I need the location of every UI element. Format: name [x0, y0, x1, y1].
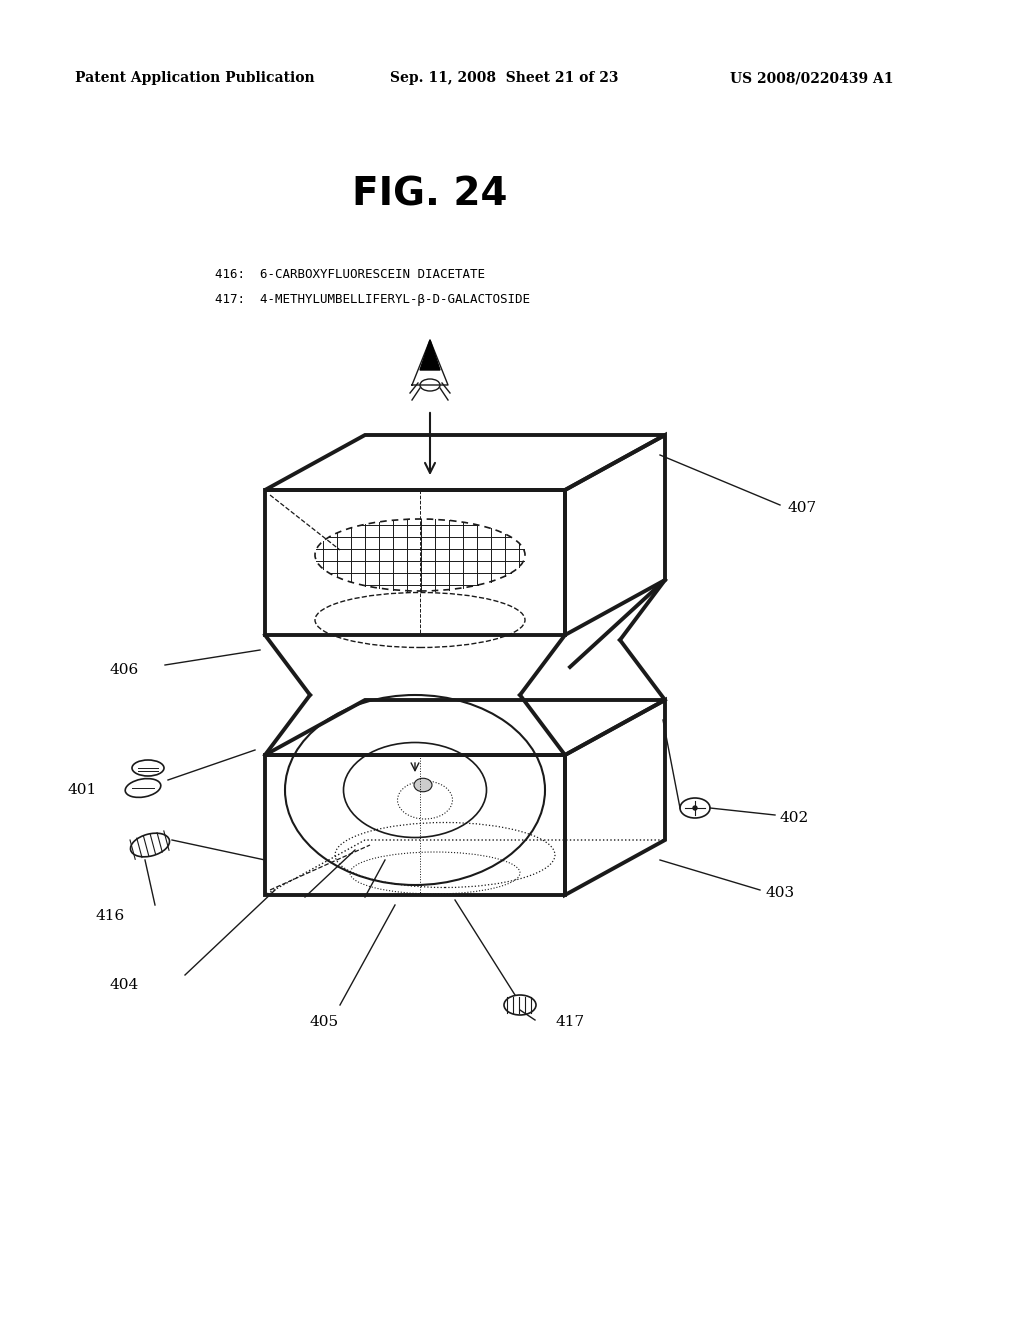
Ellipse shape — [680, 799, 710, 818]
Ellipse shape — [130, 833, 170, 857]
Text: US 2008/0220439 A1: US 2008/0220439 A1 — [730, 71, 894, 84]
Text: 403: 403 — [765, 886, 795, 900]
Text: Patent Application Publication: Patent Application Publication — [75, 71, 314, 84]
Text: 405: 405 — [310, 1015, 339, 1030]
Text: 417: 417 — [555, 1015, 584, 1030]
Polygon shape — [420, 341, 440, 370]
Text: 407: 407 — [788, 502, 817, 515]
Text: 417:  4-METHYLUMBELLIFERYL-β-D-GALACTOSIDE: 417: 4-METHYLUMBELLIFERYL-β-D-GALACTOSID… — [215, 293, 530, 306]
Text: 416:  6-CARBOXYFLUORESCEIN DIACETATE: 416: 6-CARBOXYFLUORESCEIN DIACETATE — [215, 268, 485, 281]
Ellipse shape — [504, 995, 536, 1015]
Text: 404: 404 — [110, 978, 139, 993]
Text: Sep. 11, 2008  Sheet 21 of 23: Sep. 11, 2008 Sheet 21 of 23 — [390, 71, 618, 84]
Ellipse shape — [414, 779, 432, 792]
Text: FIG. 24: FIG. 24 — [352, 176, 508, 214]
Text: 416: 416 — [95, 909, 124, 923]
Text: 406: 406 — [110, 663, 139, 677]
Text: 402: 402 — [780, 810, 809, 825]
Circle shape — [693, 807, 697, 810]
Text: 401: 401 — [68, 783, 97, 797]
